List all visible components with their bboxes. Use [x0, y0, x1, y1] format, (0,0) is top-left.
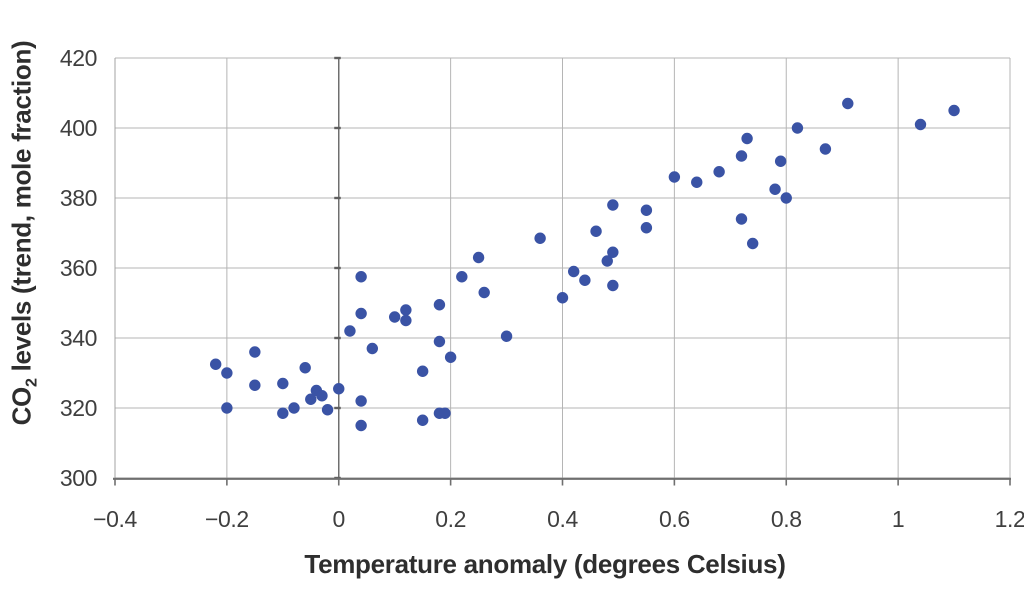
data-point: [305, 393, 317, 405]
data-point: [534, 232, 546, 244]
x-tick-label: 0: [333, 506, 345, 532]
data-point: [433, 335, 446, 348]
x-tick-label: 0.8: [771, 506, 802, 532]
data-point: [791, 122, 804, 134]
data-point: [500, 330, 513, 342]
data-point: [735, 150, 748, 162]
data-point: [774, 155, 787, 167]
data-point: [249, 346, 261, 358]
data-point: [819, 143, 832, 155]
data-point: [668, 171, 681, 183]
data-point: [741, 132, 753, 145]
x-tick-label: 0.2: [435, 506, 466, 532]
data-point: [713, 166, 725, 178]
y-tick-label: 300: [60, 465, 97, 491]
data-point: [366, 342, 379, 355]
data-point: [400, 314, 412, 327]
data-point: [433, 299, 446, 311]
data-point: [842, 97, 854, 110]
data-point: [355, 271, 367, 283]
y-axis-title-subscript: 2: [22, 378, 41, 388]
data-point: [277, 407, 289, 419]
y-tick-label: 380: [60, 185, 97, 211]
data-point: [316, 390, 328, 402]
y-tick-label: 360: [60, 255, 97, 281]
y-axis-title-prefix: CO: [6, 387, 37, 426]
data-point: [556, 292, 569, 304]
data-point: [344, 325, 356, 337]
data-point: [914, 118, 927, 131]
data-point: [355, 307, 367, 320]
y-tick-label: 420: [60, 45, 97, 71]
x-axis-title: Temperature anomaly (degrees Celsius): [304, 549, 786, 579]
data-point: [333, 383, 345, 395]
data-point: [444, 351, 457, 363]
data-point: [607, 199, 619, 211]
data-point: [472, 251, 485, 264]
y-axis-title-suffix: levels (trend, mole fraction): [6, 40, 37, 379]
data-point: [299, 362, 311, 374]
data-point: [567, 265, 580, 278]
data-point: [416, 365, 429, 377]
data-point: [478, 286, 490, 299]
data-point: [249, 379, 261, 391]
x-tick-label: −0.4: [93, 506, 137, 532]
data-point: [948, 104, 960, 117]
x-tick-label: −0.2: [205, 506, 249, 532]
data-point: [769, 183, 781, 195]
x-tick-label: 0.4: [547, 506, 578, 532]
x-tick-label: 1.2: [995, 506, 1024, 532]
data-point: [590, 225, 602, 237]
data-point: [221, 367, 233, 379]
data-point: [601, 255, 613, 267]
data-point: [355, 419, 367, 432]
data-point: [400, 304, 412, 316]
data-point: [746, 237, 759, 250]
data-point: [456, 271, 468, 283]
data-point: [221, 402, 233, 414]
data-point: [607, 279, 619, 292]
data-point: [288, 402, 300, 414]
data-point: [439, 407, 451, 419]
data-point: [277, 377, 289, 390]
data-point: [640, 204, 653, 216]
x-tick-label: 1: [892, 506, 904, 532]
data-point: [640, 222, 653, 234]
x-tick-label: 0.6: [659, 506, 690, 532]
data-point: [607, 246, 619, 258]
y-tick-label: 340: [60, 325, 97, 351]
data-point: [355, 395, 367, 407]
data-point: [388, 311, 401, 323]
y-tick-label: 400: [60, 115, 97, 141]
data-point: [579, 274, 591, 286]
data-point: [735, 213, 748, 225]
data-point: [780, 192, 792, 204]
data-point: [209, 358, 222, 370]
data-point: [691, 176, 703, 188]
y-tick-label: 320: [60, 395, 97, 421]
data-point: [321, 404, 334, 416]
data-point: [416, 414, 429, 426]
y-axis-title: CO2 levels (trend, mole fraction): [6, 40, 41, 426]
